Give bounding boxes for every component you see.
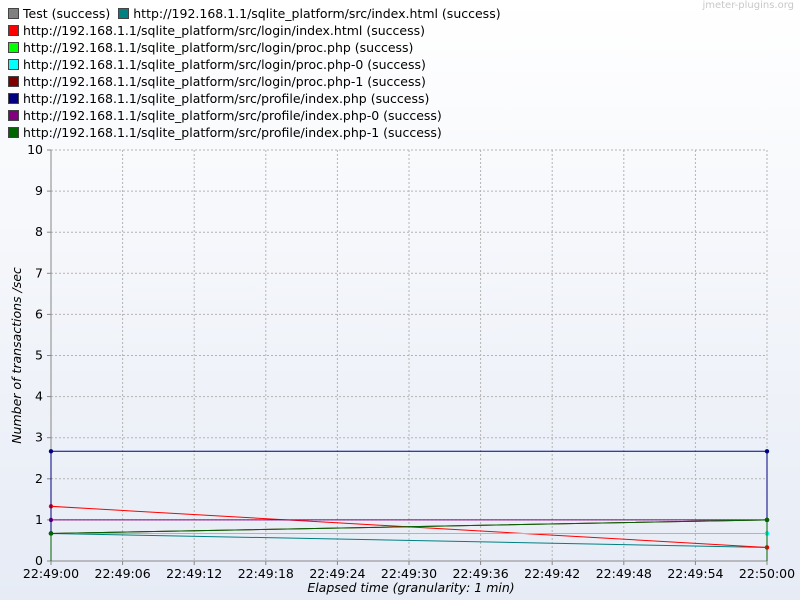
- legend-label: http://192.168.1.1/sqlite_platform/src/l…: [23, 57, 426, 72]
- legend: Test (success) http://192.168.1.1/sqlite_…: [8, 5, 708, 141]
- y-tick-label: 7: [35, 265, 43, 280]
- legend-swatch: [8, 93, 19, 104]
- legend-swatch: [8, 42, 19, 53]
- x-tick-label: 22:49:54: [667, 566, 723, 581]
- legend-label: http://192.168.1.1/sqlite_platform/src/l…: [23, 74, 426, 89]
- legend-swatch: [8, 110, 19, 121]
- legend-row: http://192.168.1.1/sqlite_platform/src/l…: [8, 73, 708, 90]
- y-tick-label: 4: [35, 389, 43, 404]
- legend-row: http://192.168.1.1/sqlite_platform/src/l…: [8, 56, 708, 73]
- y-tick-label: 0: [35, 553, 43, 568]
- x-tick-label: 22:49:00: [23, 566, 79, 581]
- x-tick-label: 22:49:06: [95, 566, 151, 581]
- x-tick-label: 22:49:18: [238, 566, 294, 581]
- y-tick-label: 6: [35, 306, 43, 321]
- x-axis-title: Elapsed time (granularity: 1 min): [307, 580, 514, 595]
- legend-label: http://192.168.1.1/sqlite_platform/src/p…: [23, 91, 430, 106]
- legend-label: http://192.168.1.1/sqlite_platform/src/l…: [23, 23, 425, 38]
- y-tick-label: 2: [35, 471, 43, 486]
- x-tick-label: 22:50:00: [739, 566, 795, 581]
- x-tick-label: 22:49:24: [309, 566, 365, 581]
- y-tick-label: 1: [35, 512, 43, 527]
- legend-row: http://192.168.1.1/sqlite_platform/src/l…: [8, 39, 708, 56]
- legend-swatch: [8, 8, 19, 19]
- x-tick-label: 22:49:42: [524, 566, 580, 581]
- data-point: [764, 449, 770, 454]
- series-line: [50, 450, 768, 561]
- legend-label: http://192.168.1.1/sqlite_platform/src/p…: [23, 125, 442, 140]
- y-tick-label: 3: [35, 430, 43, 445]
- legend-row: http://192.168.1.1/sqlite_platform/src/l…: [8, 22, 708, 39]
- y-tick-label: 10: [27, 142, 43, 157]
- legend-swatch: [8, 127, 19, 138]
- legend-row: http://192.168.1.1/sqlite_platform/src/p…: [8, 107, 708, 124]
- legend-item: http://192.168.1.1/sqlite_platform/src/p…: [8, 90, 429, 107]
- legend-item: http://192.168.1.1/sqlite_platform/src/i…: [118, 5, 501, 22]
- legend-swatch: [8, 59, 19, 70]
- legend-label: http://192.168.1.1/sqlite_platform/src/i…: [133, 6, 501, 21]
- x-tick-label: 22:49:36: [453, 566, 509, 581]
- legend-swatch: [8, 25, 19, 36]
- x-tick-label: 22:49:48: [596, 566, 652, 581]
- y-axis-title: Number of transactions /sec: [9, 267, 24, 444]
- x-tick-label: 22:49:30: [381, 566, 437, 581]
- legend-label: http://192.168.1.1/sqlite_platform/src/l…: [23, 40, 414, 55]
- watermark: jmeter-plugins.org: [702, 0, 794, 11]
- x-tick-label: 22:49:12: [166, 566, 222, 581]
- y-tick-label: 9: [35, 183, 43, 198]
- data-point: [764, 517, 770, 523]
- legend-swatch: [118, 8, 130, 19]
- legend-item: http://192.168.1.1/sqlite_platform/src/l…: [8, 56, 426, 73]
- legend-row: http://192.168.1.1/sqlite_platform/src/p…: [8, 124, 708, 141]
- data-point: [48, 449, 54, 454]
- legend-item: http://192.168.1.1/sqlite_platform/src/p…: [8, 124, 442, 141]
- legend-row: Test (success) http://192.168.1.1/sqlite_…: [8, 5, 708, 22]
- legend-item: http://192.168.1.1/sqlite_platform/src/p…: [8, 107, 442, 124]
- data-point: [48, 531, 54, 536]
- legend-item: http://192.168.1.1/sqlite_platform/src/l…: [8, 73, 426, 90]
- legend-item: http://192.168.1.1/sqlite_platform/src/l…: [8, 22, 425, 39]
- legend-swatch: [8, 76, 19, 87]
- y-tick-label: 5: [35, 348, 43, 363]
- legend-item: Test (success): [8, 5, 110, 22]
- series-line: [50, 519, 768, 561]
- legend-row: http://192.168.1.1/sqlite_platform/src/p…: [8, 90, 708, 107]
- y-tick-label: 8: [35, 224, 43, 239]
- legend-item: http://192.168.1.1/sqlite_platform/src/l…: [8, 39, 413, 56]
- legend-label: Test (success): [23, 6, 111, 21]
- legend-label: http://192.168.1.1/sqlite_platform/src/p…: [23, 108, 442, 123]
